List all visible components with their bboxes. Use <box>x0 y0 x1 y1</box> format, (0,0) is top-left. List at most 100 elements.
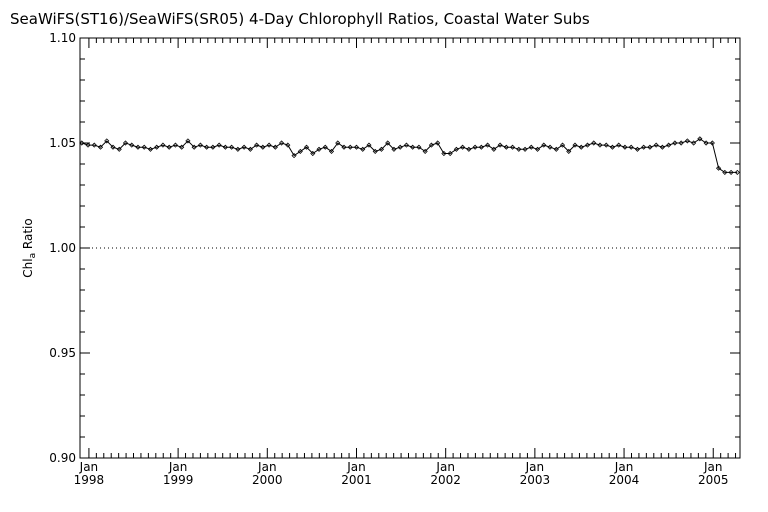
data-point <box>303 144 310 150</box>
x-tick-year-label: 2005 <box>698 473 729 487</box>
data-point <box>678 140 684 146</box>
data-point <box>716 165 722 171</box>
series-line <box>81 138 738 173</box>
data-point <box>391 146 397 152</box>
data-point <box>316 146 322 152</box>
data-point <box>547 144 553 150</box>
data-point <box>254 142 260 148</box>
y-axis-ticks: 0.90 0.95 1.00 1.05 1.10 <box>49 31 740 465</box>
y-tick-label: 1.00 <box>49 241 76 255</box>
y-tick-label: 0.95 <box>49 346 76 360</box>
x-tick-year-label: 2000 <box>252 473 283 487</box>
data-point <box>179 144 185 150</box>
data-point <box>578 144 584 150</box>
data-point <box>297 148 303 154</box>
data-point <box>634 146 640 152</box>
x-tick-year-label: 1999 <box>163 473 194 487</box>
data-point <box>591 140 597 146</box>
data-point <box>160 142 166 148</box>
data-point <box>279 140 285 146</box>
data-point <box>272 144 278 150</box>
chart-title: SeaWiFS(ST16)/SeaWiFS(SR05) 4-Day Chloro… <box>10 10 590 28</box>
x-tick-month-label: Jan <box>525 460 545 474</box>
data-point <box>478 144 484 150</box>
data-point <box>328 148 335 154</box>
series-group <box>79 136 740 175</box>
data-point <box>453 146 459 152</box>
data-point <box>110 144 116 150</box>
y-tick-label: 1.10 <box>49 31 76 45</box>
data-point <box>185 138 191 144</box>
data-point <box>222 144 228 150</box>
x-tick-month-label: Jan <box>79 460 99 474</box>
data-point <box>510 144 516 150</box>
data-point <box>584 142 591 148</box>
data-point <box>435 140 441 146</box>
data-point <box>416 144 422 150</box>
data-point <box>172 142 178 148</box>
data-point <box>728 169 734 175</box>
y-axis-label-sub: a <box>28 253 38 259</box>
x-tick-month-label: Jan <box>346 460 366 474</box>
x-tick-year-label: 2001 <box>341 473 372 487</box>
data-point <box>116 146 122 152</box>
data-point <box>709 140 715 146</box>
y-axis-label-rest: Ratio <box>21 218 35 253</box>
data-point <box>410 144 416 150</box>
data-point <box>447 150 453 157</box>
data-point <box>722 169 728 175</box>
data-point <box>684 138 690 144</box>
data-point <box>285 142 291 148</box>
data-point <box>491 146 497 152</box>
data-point <box>653 142 659 148</box>
data-point <box>97 144 104 150</box>
data-point <box>703 140 709 146</box>
data-point <box>322 144 328 150</box>
data-point <box>235 146 241 152</box>
data-point <box>403 142 409 148</box>
data-point <box>572 142 578 148</box>
data-point <box>291 153 297 159</box>
data-point <box>609 144 616 150</box>
data-point <box>428 142 434 148</box>
data-point <box>697 136 703 142</box>
plot-frame <box>79 37 741 459</box>
data-point <box>366 142 372 148</box>
data-point <box>266 142 272 148</box>
data-point <box>734 169 740 175</box>
data-point <box>347 144 353 150</box>
data-point <box>79 140 85 146</box>
data-point <box>666 142 672 148</box>
data-point <box>129 142 135 148</box>
data-point <box>166 144 172 150</box>
data-point <box>622 144 628 150</box>
data-point <box>603 142 609 148</box>
data-point <box>641 144 647 150</box>
x-tick-month-label: Jan <box>168 460 188 474</box>
data-point <box>353 144 360 150</box>
data-point <box>472 144 478 150</box>
data-point <box>659 144 665 150</box>
y-axis-label: Chla Ratio <box>21 218 38 277</box>
data-point <box>559 142 566 148</box>
data-point <box>135 144 141 150</box>
data-point <box>229 144 235 150</box>
data-point <box>616 142 622 148</box>
data-point <box>260 144 266 150</box>
x-tick-month-label: Jan <box>435 460 455 474</box>
x-tick-year-label: 2004 <box>609 473 640 487</box>
data-point <box>197 142 203 148</box>
data-point <box>210 144 216 150</box>
data-point <box>516 146 522 152</box>
data-point <box>397 144 403 150</box>
data-point <box>534 146 541 152</box>
data-point <box>341 144 347 150</box>
data-point <box>566 148 572 154</box>
data-point <box>522 146 528 152</box>
data-point <box>147 146 154 152</box>
x-tick-year-label: 1998 <box>74 473 105 487</box>
data-point <box>378 146 385 152</box>
data-point <box>441 150 447 157</box>
y-axis-label-main: Chl <box>21 258 35 277</box>
